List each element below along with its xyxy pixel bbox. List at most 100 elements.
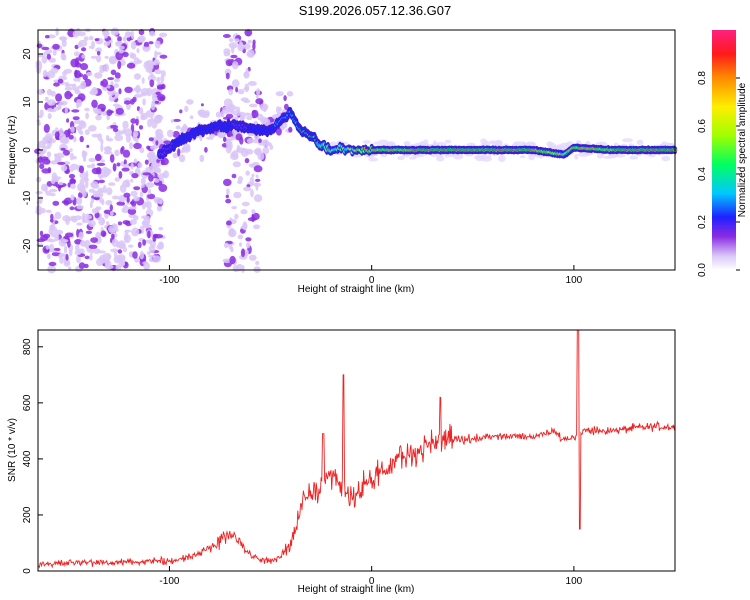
noise-blob xyxy=(255,260,260,266)
x-tick-label: -100 xyxy=(159,275,179,286)
halo-blob xyxy=(452,153,464,160)
noise-blob xyxy=(156,51,162,56)
noise-blob xyxy=(106,109,113,116)
noise-blob xyxy=(258,138,262,143)
noise-blob xyxy=(246,115,253,121)
noise-blob xyxy=(130,190,138,197)
snr-plot-area xyxy=(38,330,675,571)
noise-blob xyxy=(84,255,90,260)
noise-blob xyxy=(129,142,133,150)
noise-blob xyxy=(99,64,106,71)
noise-blob xyxy=(150,73,154,78)
halo-blob xyxy=(613,142,619,147)
noise-blob xyxy=(100,143,104,153)
noise-blob xyxy=(86,144,90,148)
noise-blob xyxy=(93,72,103,79)
noise-blob xyxy=(147,230,151,239)
noise-blob xyxy=(159,32,168,38)
noise-blob xyxy=(177,148,181,157)
noise-blob xyxy=(253,224,261,230)
noise-blob xyxy=(35,204,42,213)
noise-blob xyxy=(159,54,168,59)
noise-blob xyxy=(114,78,120,83)
noise-blob xyxy=(172,130,180,138)
noise-blob xyxy=(236,144,241,153)
y-tick-label: 10 xyxy=(22,96,33,108)
noise-blob xyxy=(59,132,66,142)
noise-blob xyxy=(78,262,86,269)
noise-blob xyxy=(74,250,82,256)
noise-blob xyxy=(133,186,141,191)
noise-blob xyxy=(231,206,238,210)
noise-blob xyxy=(148,244,156,254)
spectrogram-y-label: Frequency (Hz) xyxy=(7,116,18,185)
noise-blob xyxy=(252,39,256,45)
noise-blob xyxy=(47,113,52,120)
noise-blob xyxy=(130,30,135,40)
noise-blob xyxy=(55,27,59,36)
noise-blob xyxy=(41,56,48,64)
noise-blob xyxy=(154,50,158,59)
y-tick-label: 0 xyxy=(22,147,33,153)
halo-blob xyxy=(423,139,429,146)
noise-blob xyxy=(225,59,233,67)
noise-blob xyxy=(232,161,241,168)
noise-blob xyxy=(247,66,251,72)
noise-blob xyxy=(138,28,145,36)
noise-blob xyxy=(85,112,89,120)
noise-blob xyxy=(54,234,60,242)
noise-blob xyxy=(45,35,50,39)
noise-blob xyxy=(118,49,125,54)
noise-blob xyxy=(231,61,239,70)
noise-blob xyxy=(153,158,157,165)
noise-blob xyxy=(148,137,154,142)
noise-blob xyxy=(50,213,54,220)
spectrogram-x-ticks: -100 0 100 xyxy=(159,265,583,286)
noise-blob xyxy=(122,51,129,58)
noise-blob xyxy=(36,238,46,243)
noise-blob xyxy=(109,57,117,65)
noise-blob xyxy=(155,140,159,146)
noise-blob xyxy=(139,191,144,198)
noise-blob xyxy=(52,200,60,206)
x-tick-label: 100 xyxy=(566,576,583,587)
noise-blob xyxy=(147,251,151,255)
noise-blob xyxy=(54,131,60,141)
noise-blob xyxy=(54,229,64,235)
noise-blob xyxy=(142,46,150,50)
noise-blob xyxy=(229,255,236,265)
noise-blob xyxy=(79,135,84,143)
noise-blob xyxy=(95,114,102,121)
noise-blob xyxy=(146,87,153,97)
noise-blob xyxy=(148,254,156,258)
noise-blob xyxy=(242,221,248,231)
noise-blob xyxy=(107,85,111,89)
noise-blob xyxy=(91,184,100,189)
noise-blob xyxy=(228,88,233,96)
noise-blob xyxy=(39,109,44,118)
halo-blob xyxy=(636,139,644,145)
noise-blob xyxy=(260,116,269,124)
noise-blob xyxy=(222,34,231,38)
noise-blob xyxy=(272,114,280,120)
noise-blob xyxy=(240,209,248,215)
noise-blob xyxy=(124,31,132,38)
noise-blob xyxy=(72,83,77,91)
noise-blob xyxy=(73,119,82,125)
noise-blob xyxy=(156,76,161,83)
noise-blob xyxy=(65,216,70,226)
noise-blob xyxy=(105,187,113,196)
noise-blob xyxy=(231,105,237,111)
noise-blob xyxy=(61,54,67,61)
noise-blob xyxy=(226,220,232,226)
noise-blob xyxy=(45,244,50,250)
noise-blob xyxy=(235,133,243,141)
noise-blob xyxy=(160,70,166,78)
noise-blob xyxy=(108,182,116,187)
noise-blob xyxy=(35,60,42,67)
noise-blob xyxy=(98,190,104,199)
noise-blob xyxy=(110,27,120,36)
halo-blob xyxy=(596,154,604,159)
noise-blob xyxy=(131,227,140,237)
noise-blob xyxy=(109,125,119,129)
